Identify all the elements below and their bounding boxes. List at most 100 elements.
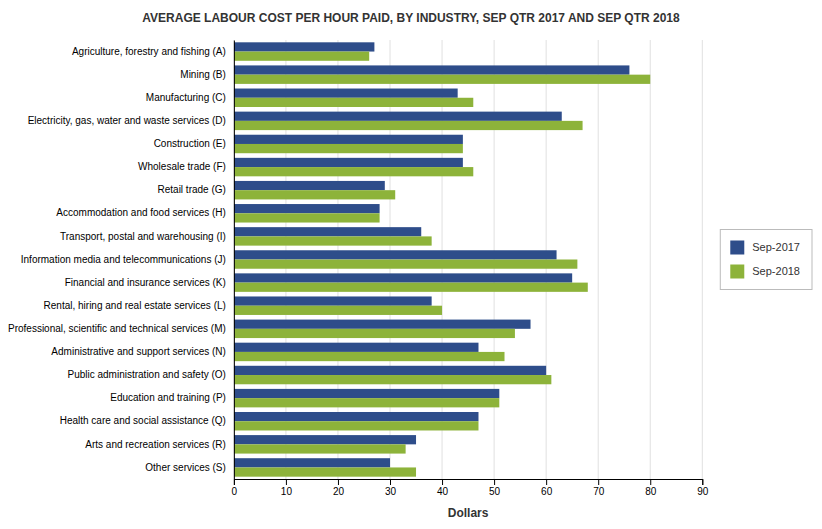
x-tick-label: 40 [437, 486, 449, 497]
y-tick: Health care and social assistance (Q) [60, 415, 226, 426]
y-tick: Retail trade (G) [158, 184, 226, 195]
bar [234, 296, 432, 305]
legend-swatch [730, 265, 744, 279]
x-tick: 0 [232, 479, 238, 497]
bar [234, 98, 473, 107]
x-tick: 80 [645, 479, 657, 497]
x-axis: 0 10 20 30 40 50 60 70 80 90 [232, 479, 709, 497]
x-tick-label: 10 [281, 486, 293, 497]
x-tick-mark [390, 479, 391, 485]
y-tick-label: Other services (S) [145, 462, 226, 473]
x-tick-label: 60 [541, 486, 553, 497]
bar [234, 389, 499, 398]
x-tick-label: 90 [697, 486, 709, 497]
bar [234, 89, 458, 98]
y-tick: Education and training (P) [110, 392, 226, 403]
y-axis: Agriculture, forestry and fishing (A) Min… [8, 41, 234, 480]
x-tick-label: 20 [333, 486, 345, 497]
y-tick: Construction (E) [154, 138, 226, 149]
y-tick-label: Agriculture, forestry and fishing (A) [72, 46, 226, 57]
bar [234, 283, 588, 292]
grid-line [702, 40, 703, 479]
x-tick-mark [650, 479, 651, 485]
bar [234, 435, 416, 444]
legend-item: Sep-2017 [730, 241, 800, 255]
y-tick: Manufacturing (C) [146, 92, 226, 103]
bar [234, 366, 546, 375]
x-tick: 40 [437, 479, 449, 497]
bar [234, 158, 463, 167]
bar [234, 75, 650, 84]
x-tick: 60 [541, 479, 553, 497]
legend-frame [720, 230, 812, 290]
legend-swatch [730, 241, 744, 255]
bar [234, 412, 479, 421]
y-tick: Administrative and support services (N) [51, 346, 226, 357]
bar [234, 273, 572, 282]
y-tick: Agriculture, forestry and fishing (A) [72, 46, 226, 57]
x-tick: 90 [697, 479, 709, 497]
x-tick: 50 [489, 479, 501, 497]
bar [234, 320, 531, 329]
x-tick-mark [442, 479, 443, 485]
x-axis-line [234, 480, 702, 486]
y-tick-label: Financial and insurance services (K) [65, 277, 226, 288]
y-tick: Information media and telecommunications… [21, 254, 226, 265]
y-tick-label: Transport, postal and warehousing (I) [60, 231, 226, 242]
y-tick-label: Rental, hiring and real estate services … [44, 300, 226, 311]
x-tick-mark [546, 479, 547, 485]
legend: Sep-2017 Sep-2018 [720, 230, 812, 290]
bar [234, 421, 479, 430]
y-tick: Other services (S) [145, 462, 226, 473]
y-tick: Transport, postal and warehousing (I) [60, 231, 226, 242]
y-tick-label: Mining (B) [180, 69, 226, 80]
bar [234, 144, 463, 153]
bar [234, 458, 390, 467]
x-tick-mark [286, 479, 287, 485]
x-tick-label: 30 [385, 486, 397, 497]
y-tick-label: Manufacturing (C) [146, 92, 226, 103]
grid [234, 40, 702, 479]
y-tick: Wholesale trade (F) [138, 161, 226, 172]
bar [234, 444, 406, 453]
x-tick-label: 80 [645, 486, 657, 497]
bar [234, 204, 380, 213]
chart: 0 10 20 30 40 50 60 70 80 90 Agriculture, forestry… [0, 0, 822, 529]
bar [234, 52, 369, 61]
bar [234, 213, 380, 222]
title: AVERAGE LABOUR COST PER HOUR PAID, BY IN… [142, 11, 680, 25]
y-tick: Rental, hiring and real estate services … [44, 300, 226, 311]
y-tick-label: Retail trade (G) [158, 184, 226, 195]
y-tick-label: Wholesale trade (F) [138, 161, 226, 172]
bar-series [234, 52, 650, 477]
y-tick-label: Construction (E) [154, 138, 226, 149]
legend-label: Sep-2017 [752, 241, 800, 253]
bar [234, 167, 473, 176]
bar [234, 112, 562, 121]
y-tick-label: Accommodation and food services (H) [56, 207, 226, 218]
legend-item: Sep-2018 [730, 265, 800, 279]
bar [234, 343, 479, 352]
y-tick-label: Arts and recreation services (R) [85, 439, 226, 450]
y-tick: Arts and recreation services (R) [85, 439, 226, 450]
y-tick: Professional, scientific and technical s… [8, 323, 226, 334]
bar [234, 250, 557, 259]
y-tick-label: Health care and social assistance (Q) [60, 415, 226, 426]
bar [234, 329, 515, 338]
bar-series [234, 42, 630, 467]
y-tick: Financial and insurance services (K) [65, 277, 226, 288]
x-tick-mark [702, 479, 703, 485]
y-tick-label: Professional, scientific and technical s… [8, 323, 226, 334]
bar [234, 121, 583, 130]
grid-line [598, 40, 599, 479]
plot: 0 10 20 30 40 50 60 70 80 90 Agriculture, forestry… [8, 40, 709, 497]
x-tick-label: 0 [232, 486, 238, 497]
legend-label: Sep-2018 [752, 265, 800, 277]
y-tick-label: Public administration and safety (O) [67, 369, 225, 380]
x-tick-mark [338, 479, 339, 485]
x-tick: 70 [593, 479, 605, 497]
bar [234, 467, 416, 476]
y-tick: Electricity, gas, water and waste servic… [28, 115, 226, 126]
y-tick: Public administration and safety (O) [67, 369, 225, 380]
x-tick: 10 [281, 479, 293, 497]
